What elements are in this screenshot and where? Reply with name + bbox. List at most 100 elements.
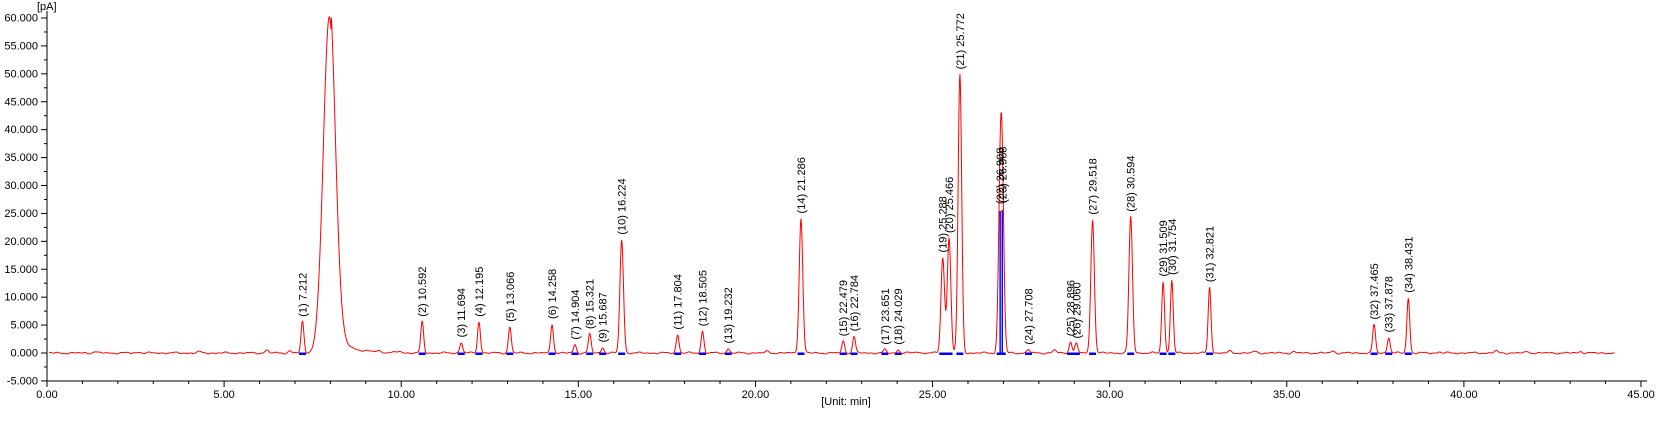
integration-baseline-mark [1370, 352, 1378, 355]
peak-label: (14) 21.286 [796, 157, 808, 213]
peak-label: (5) 13.066 [505, 272, 517, 322]
peak-label: (26) 29.060 [1071, 282, 1083, 338]
x-tick-label: 30.00 [1096, 389, 1124, 401]
integration-baseline-mark [956, 352, 964, 355]
axis-lines [46, 11, 1647, 382]
integration-baseline-mark [548, 352, 556, 355]
integration-baseline-mark [1024, 352, 1032, 355]
x-tick-label: 5.00 [213, 389, 234, 401]
y-tick-label: 10.000 [4, 292, 38, 304]
peak-label: (27) 29.518 [1088, 158, 1100, 214]
integration-baseline-mark [586, 352, 594, 355]
signal-trace [49, 16, 1615, 355]
x-tick-label: 10.00 [387, 389, 415, 401]
y-tick-label: 45.000 [4, 96, 38, 108]
integration-baseline-mark [1072, 352, 1080, 355]
peak-label: (19) 25.288 [938, 196, 950, 252]
y-tick-label: 50.000 [4, 68, 38, 80]
peak-label: (20) 25.466 [944, 177, 956, 233]
x-tick-label: 25.00 [919, 389, 947, 401]
integration-baseline-mark [1206, 352, 1214, 355]
y-tick-label: 55.000 [4, 40, 38, 52]
peak-label: (16) 22.784 [849, 275, 861, 331]
integration-baseline-mark [1067, 352, 1075, 355]
integration-baseline-mark [797, 352, 805, 355]
peak-label: (7) 14.904 [570, 289, 582, 339]
y-tick-label: 40.000 [4, 124, 38, 136]
integration-baseline-mark [945, 352, 953, 355]
integration-baseline-mark [1404, 352, 1412, 355]
integration-baseline-mark [506, 352, 514, 355]
integration-baseline-mark [698, 352, 706, 355]
peak-label: (1) 7.212 [297, 273, 309, 317]
y-tick-label: 5.000 [10, 320, 38, 332]
y-tick-label: 20.000 [4, 236, 38, 248]
integration-baseline-mark [850, 352, 858, 355]
peak-label: (11) 17.804 [673, 274, 685, 329]
chromatogram-trace [49, 16, 1615, 355]
peak-label: (9) 15.687 [598, 292, 610, 342]
integration-baseline-mark [618, 352, 626, 355]
integration-baseline-mark [894, 352, 902, 355]
peak-label: (13) 19.232 [723, 287, 735, 343]
peak-label: (2) 10.592 [417, 267, 429, 317]
peak-label: (6) 14.258 [547, 269, 559, 319]
integration-baseline-mark [724, 352, 732, 355]
integration-baseline-mark [418, 352, 426, 355]
peak-label: (29) 31.509 [1158, 220, 1170, 276]
peak-label: (32) 37.465 [1369, 263, 1381, 319]
integration-baseline-mark [475, 352, 483, 355]
peak-label: (12) 18.505 [697, 270, 709, 326]
axes [46, 11, 1647, 382]
integration-baseline-mark [298, 352, 306, 355]
peak-label: (10) 16.224 [617, 178, 629, 234]
y-tick-label: 0.000 [10, 348, 38, 360]
peak-label: (15) 22.479 [838, 280, 850, 336]
peak-label: (33) 37.878 [1384, 276, 1396, 332]
peak-label: (3) 11.694 [456, 288, 468, 337]
x-tick-label: 20.00 [742, 389, 770, 401]
peak-label: (30) 31.754 [1167, 219, 1179, 275]
integration-baseline-mark [1159, 352, 1167, 355]
peak-label: (31) 32.821 [1205, 226, 1217, 282]
y-tick-label: 35.000 [4, 152, 38, 164]
peak-label: (8) 15.321 [585, 279, 597, 329]
integration-baseline-mark [1168, 352, 1176, 355]
y-axis-unit-label: [pA] [37, 1, 57, 13]
axis-ticks [41, 17, 1642, 387]
peak-label: (17) 23.651 [880, 288, 892, 344]
y-tick-label: 15.000 [4, 264, 38, 276]
x-tick-label: 15.00 [565, 389, 593, 401]
x-tick-label: 35.00 [1273, 389, 1301, 401]
integration-baseline-mark [457, 352, 465, 355]
integration-baseline-mark [571, 352, 579, 355]
integration-baseline-mark [839, 352, 847, 355]
axis-tick-labels: 60.000 55.000 50.000 45.000 40.000 35.000 30.0… [4, 13, 1654, 402]
x-tick-label: 40.00 [1450, 389, 1478, 401]
x-axis-unit-label: [Unit: min] [821, 396, 871, 408]
peak-label: (18) 24.029 [893, 288, 905, 344]
x-tick-label: 45.00 [1627, 389, 1655, 401]
peak-label: (24) 27.708 [1023, 288, 1035, 344]
integration-baseline-mark [674, 352, 682, 355]
peak-labels: (1) 7.212 (2) 10.592 (3) 11.694 (4) 12.195 (… [297, 13, 1415, 345]
integration-baseline-mark [1127, 352, 1135, 355]
peak-label: (23) 26.968 [997, 147, 1009, 203]
integration-baseline-mark [1385, 352, 1393, 355]
peak-label: (4) 12.195 [474, 267, 486, 317]
peak-label: (21) 25.772 [955, 13, 967, 69]
integration-marks [298, 209, 1412, 355]
peak-label: (25) 28.896 [1066, 280, 1078, 336]
integration-baseline-mark [1089, 352, 1097, 355]
y-tick-label: -5.000 [7, 375, 38, 387]
integration-baseline-mark [939, 352, 947, 355]
peak-label: (28) 30.594 [1126, 156, 1138, 212]
integration-baseline-mark [881, 352, 889, 355]
peak-label: (34) 38.431 [1403, 236, 1415, 292]
x-tick-label: 0.00 [36, 389, 57, 401]
y-tick-label: 60.000 [4, 13, 38, 25]
integration-baseline-mark [599, 352, 607, 355]
y-tick-label: 30.000 [4, 180, 38, 192]
